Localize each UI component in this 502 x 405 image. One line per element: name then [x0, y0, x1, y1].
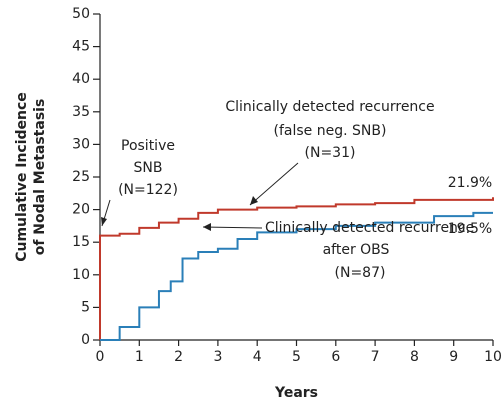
y-tick-label: 40 [72, 71, 90, 87]
annotation: Clinically detected recurrence [265, 220, 474, 236]
arrow [202, 226, 263, 229]
x-axis-title: Years [274, 385, 318, 401]
y-axis-title: of Nodal Metastasis [32, 99, 48, 256]
y-tick-label: 50 [72, 6, 90, 22]
annotation: (N=122) [118, 182, 178, 198]
annotation: Clinically detected recurrence [225, 99, 434, 115]
arrow-head [250, 196, 258, 205]
y-tick-label: 45 [72, 39, 90, 55]
x-tick-label: 9 [449, 349, 458, 365]
value-label: 21.9% [448, 175, 492, 191]
x-tick-label: 1 [135, 349, 144, 365]
arrow [249, 162, 299, 206]
line [100, 211, 493, 341]
annotation: (N=31) [305, 145, 356, 161]
annotation: Positive [121, 138, 175, 154]
x-tick-label: 6 [331, 349, 340, 365]
x-tick-label: 2 [174, 349, 183, 365]
y-tick-label: 30 [72, 136, 90, 152]
value-label: 19.5% [448, 221, 492, 237]
x-tick-label: 0 [96, 349, 105, 365]
y-tick-label: 10 [72, 267, 90, 283]
x-tick-label: 4 [253, 349, 262, 365]
y-tick-label: 25 [72, 169, 90, 185]
y-axis-title: Cumulative Incidence [14, 92, 30, 262]
x-tick-label: 5 [292, 349, 301, 365]
line [99, 197, 494, 340]
y-tick-label: 0 [81, 332, 90, 348]
y-tick-label: 15 [72, 234, 90, 250]
arrow-head [203, 223, 211, 231]
x-tick-label: 8 [410, 349, 419, 365]
annotation: SNB [134, 160, 163, 176]
y-tick-label: 5 [81, 299, 90, 315]
y-tick-label: 35 [72, 104, 90, 120]
x-tick-label: 7 [371, 349, 380, 365]
annotation: (false neg. SNB) [274, 123, 387, 139]
arrow-head [101, 217, 107, 226]
x-tick-label: 10 [484, 349, 502, 365]
x-tick-label: 3 [213, 349, 222, 365]
annotation: (N=87) [335, 265, 386, 281]
annotation: after OBS [323, 242, 390, 258]
y-tick-label: 20 [72, 202, 90, 218]
